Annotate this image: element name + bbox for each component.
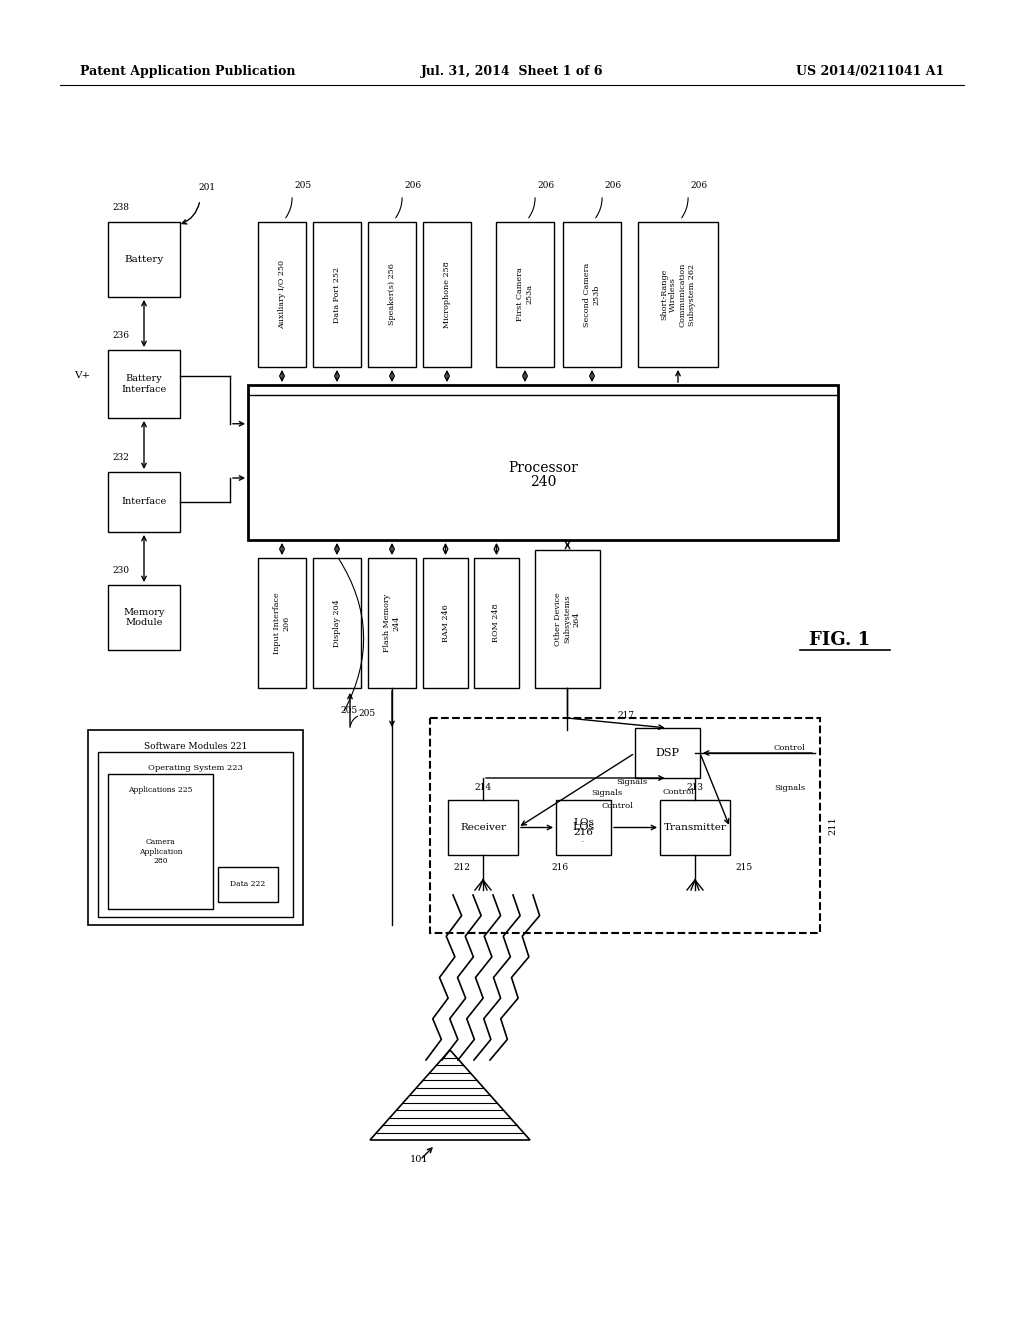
Bar [218,867,278,902]
Bar [556,800,611,855]
Text: Memory
Module: Memory Module [123,607,165,627]
Text: Auxiliary I/O 250: Auxiliary I/O 250 [278,260,286,329]
Bar [108,350,180,418]
Text: Patent Application Publication: Patent Application Publication [80,66,296,78]
Bar [313,558,361,688]
Bar [535,550,600,688]
Text: Interface: Interface [122,498,167,507]
Bar [496,222,554,367]
Bar [423,222,471,367]
Text: FIG. 1: FIG. 1 [809,631,870,649]
Text: Camera
Application
280: Camera Application 280 [138,838,182,865]
Text: Flash Memory
244: Flash Memory 244 [383,594,400,652]
Text: 205: 205 [294,181,311,190]
Text: 101: 101 [410,1155,429,1164]
Text: RAM 246: RAM 246 [441,605,450,642]
Text: Control: Control [601,803,633,810]
Text: Signals: Signals [774,784,805,792]
Text: Battery: Battery [124,255,164,264]
Text: Second Camera
253b: Second Camera 253b [584,263,601,326]
Text: 215: 215 [735,863,753,873]
Text: Data Port 252: Data Port 252 [333,267,341,322]
Text: LOs
216: LOs 216 [573,818,594,837]
Text: ROM 248: ROM 248 [493,603,501,643]
Bar [430,718,820,933]
Text: 211: 211 [828,816,837,834]
Bar [88,730,303,925]
Text: Other Device
Subsystems
264: Other Device Subsystems 264 [554,593,581,645]
Bar [258,558,306,688]
Bar [108,585,180,649]
Text: Receiver: Receiver [460,822,506,832]
Bar [108,473,180,532]
Text: DSP: DSP [655,748,680,758]
Text: Operating System 223: Operating System 223 [148,764,243,772]
Text: US 2014/0211041 A1: US 2014/0211041 A1 [796,66,944,78]
Text: Microphone 258: Microphone 258 [443,261,451,327]
Text: LOs: LOs [572,822,595,833]
Bar [563,222,621,367]
Text: Transmitter: Transmitter [664,822,726,832]
Bar [474,558,519,688]
Text: First Camera
253a: First Camera 253a [516,268,534,321]
Bar [98,752,293,917]
Text: 214: 214 [474,783,492,792]
Bar [635,729,700,777]
Bar [313,222,361,367]
Text: 206: 206 [690,181,708,190]
Text: Data 222: Data 222 [230,880,265,888]
Text: 205: 205 [340,706,357,715]
Bar [660,800,730,855]
Bar [248,385,838,540]
Text: Software Modules 221: Software Modules 221 [143,742,247,751]
Text: 213: 213 [686,783,703,792]
Text: Control: Control [663,788,694,796]
Bar [258,222,306,367]
Text: 230: 230 [112,566,129,576]
Bar [423,558,468,688]
Text: Short-Range
Wireless
Communication
Subsystem 262: Short-Range Wireless Communication Subsy… [660,263,695,326]
Text: V+: V+ [74,371,90,380]
Text: Battery
Interface: Battery Interface [122,375,167,393]
Text: Jul. 31, 2014  Sheet 1 of 6: Jul. 31, 2014 Sheet 1 of 6 [421,66,603,78]
Text: Applications 225: Applications 225 [128,785,193,795]
Text: 212: 212 [453,863,470,873]
Text: Signals: Signals [616,777,647,785]
Bar [449,800,518,855]
Text: Input Interface
206: Input Interface 206 [273,593,291,653]
Text: Speaker(s) 256: Speaker(s) 256 [388,264,396,326]
Text: 206: 206 [604,181,622,190]
Text: 232: 232 [112,453,129,462]
Bar [368,558,416,688]
Text: 217: 217 [617,711,634,719]
Text: 240: 240 [529,475,556,490]
Text: Display 204: Display 204 [333,599,341,647]
Text: 236: 236 [112,331,129,341]
Text: 205: 205 [358,709,375,718]
Text: 201: 201 [198,183,215,191]
Text: 206: 206 [537,181,554,190]
Bar [108,774,213,909]
Bar [368,222,416,367]
Text: Control: Control [773,744,805,752]
Text: Processor: Processor [508,461,578,474]
Text: Signals: Signals [592,789,623,797]
Bar [108,222,180,297]
Text: 238: 238 [112,203,129,213]
Bar [638,222,718,367]
Text: 216: 216 [551,863,568,873]
Text: 206: 206 [404,181,421,190]
